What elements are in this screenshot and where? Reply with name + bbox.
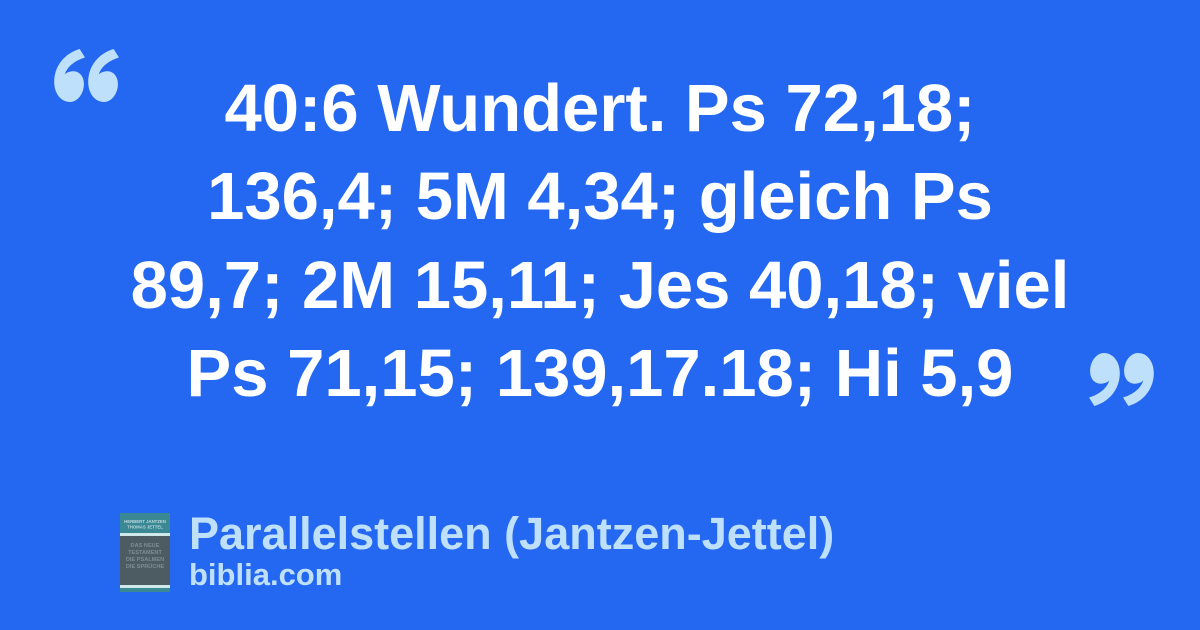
svg-text:HERBERT JANTZEN: HERBERT JANTZEN: [124, 519, 166, 524]
svg-text:DIE SPRÜCHE: DIE SPRÜCHE: [126, 563, 164, 570]
svg-text:DIE PSALMEN: DIE PSALMEN: [126, 557, 164, 563]
svg-text:TESTAMENT: TESTAMENT: [128, 550, 162, 556]
svg-text:DAS NEUE: DAS NEUE: [131, 543, 160, 549]
svg-text:THOMAS JETTEL: THOMAS JETTEL: [127, 525, 163, 530]
